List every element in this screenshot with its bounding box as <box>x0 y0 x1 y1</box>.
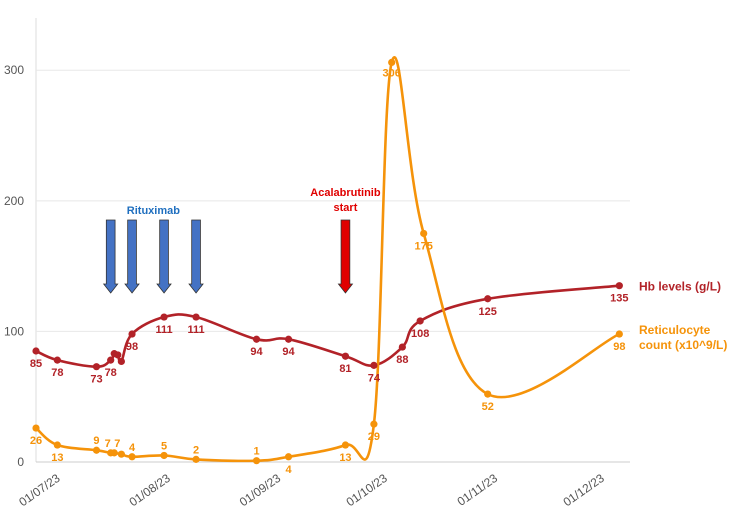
y-axis-ticks: 0 100 200 300 <box>4 63 24 469</box>
annotation-arrow <box>102 219 119 294</box>
data-label: 111 <box>155 324 172 336</box>
data-label: 13 <box>51 452 63 464</box>
data-label: 2 <box>193 444 199 456</box>
legend-hb: Hb levels (g/L) <box>639 280 721 294</box>
data-label: 29 <box>368 431 380 443</box>
series-points <box>32 58 623 465</box>
data-label: 73 <box>90 374 102 386</box>
data-label: 13 <box>339 452 351 464</box>
data-point <box>128 453 136 461</box>
data-point <box>192 313 200 321</box>
annotation-arrow <box>337 219 354 294</box>
data-point <box>107 356 115 364</box>
annotation-rituximab-label: Rituximab <box>127 205 180 217</box>
data-point <box>128 330 136 338</box>
annotation-arrow <box>156 219 172 294</box>
data-point <box>160 451 168 460</box>
series-line-1 <box>35 56 620 463</box>
y-tick-label: 300 <box>4 63 24 77</box>
x-tick-label: 01/07/23 <box>16 471 63 509</box>
x-axis-ticks: 01/07/23 01/08/23 01/09/23 01/10/23 01/11/23… <box>16 471 607 509</box>
data-label: 94 <box>250 346 263 358</box>
gridlines <box>35 18 630 463</box>
x-tick-label: 01/10/23 <box>344 471 391 509</box>
data-label: 9 <box>93 435 99 447</box>
data-label: 94 <box>282 346 295 358</box>
y-tick-label: 100 <box>4 324 24 338</box>
x-tick-label: 01/09/23 <box>237 471 284 509</box>
data-label: 175 <box>415 240 433 252</box>
data-label: 111 <box>187 324 204 336</box>
data-point <box>117 357 125 366</box>
data-label: 78 <box>105 367 117 379</box>
x-tick-label: 01/11/23 <box>455 471 501 509</box>
series-legend: Hb levels (g/L) Reticulocyte count (x10^9/… <box>639 280 727 352</box>
legend-reticulocyte: Reticulocyte count (x10^9/L) <box>639 323 727 352</box>
data-point <box>92 446 101 454</box>
data-point <box>615 330 623 338</box>
data-point <box>53 441 61 449</box>
data-point <box>92 363 101 371</box>
data-label: 4 <box>129 442 136 454</box>
data-label: 5 <box>161 440 167 452</box>
series-lines <box>35 56 620 463</box>
legend-reticulocyte-line1: Reticulocyte <box>639 323 711 337</box>
data-label: 78 <box>51 367 63 379</box>
annotation-acalabrutinib-label: start <box>334 202 358 214</box>
legend-reticulocyte-line2: count (x10^9/L) <box>639 338 727 352</box>
data-point <box>416 317 424 325</box>
data-point <box>117 450 125 458</box>
data-label: 52 <box>482 401 494 413</box>
data-label: 306 <box>383 67 401 79</box>
data-point <box>252 457 261 465</box>
data-point <box>398 343 406 351</box>
data-point <box>484 295 492 303</box>
data-point <box>341 441 350 449</box>
data-point <box>370 420 378 428</box>
annotation-arrow <box>124 219 140 294</box>
data-label: 7 <box>105 438 111 450</box>
data-label: 74 <box>368 372 381 384</box>
y-tick-label: 200 <box>4 194 24 208</box>
data-label: 7 <box>114 438 120 450</box>
data-point <box>32 347 40 355</box>
data-label: 4 <box>285 464 292 476</box>
data-point <box>252 335 261 343</box>
data-point <box>615 282 623 290</box>
data-point <box>32 424 40 432</box>
data-label: 88 <box>396 354 408 366</box>
data-label: 26 <box>30 435 42 447</box>
x-tick-label: 01/12/23 <box>561 471 608 509</box>
x-tick-label: 01/08/23 <box>127 471 174 509</box>
data-point <box>484 390 492 398</box>
data-point <box>53 356 61 364</box>
y-tick-label: 0 <box>17 455 24 469</box>
data-point <box>341 352 350 360</box>
data-point <box>192 455 200 463</box>
annotation-arrow <box>188 219 204 294</box>
data-point <box>160 313 168 321</box>
data-point <box>420 229 428 238</box>
data-point <box>284 453 293 461</box>
data-point <box>388 58 396 66</box>
data-label: 81 <box>339 363 351 375</box>
data-label: 85 <box>30 358 42 370</box>
data-label: 108 <box>411 328 429 340</box>
data-label: 98 <box>613 341 625 353</box>
data-label: 125 <box>479 306 497 318</box>
data-point <box>284 335 293 343</box>
series-line-0 <box>35 284 620 368</box>
data-label: 1 <box>253 446 259 458</box>
annotation-acalabrutinib-label: Acalabrutinib <box>310 187 381 199</box>
data-label: 98 <box>126 341 138 353</box>
data-point <box>110 449 118 457</box>
data-label: 135 <box>610 293 628 305</box>
treatment-annotations: Rituximab Acalabrutinib start <box>102 187 381 294</box>
data-point <box>370 361 378 369</box>
data-point <box>114 351 122 359</box>
